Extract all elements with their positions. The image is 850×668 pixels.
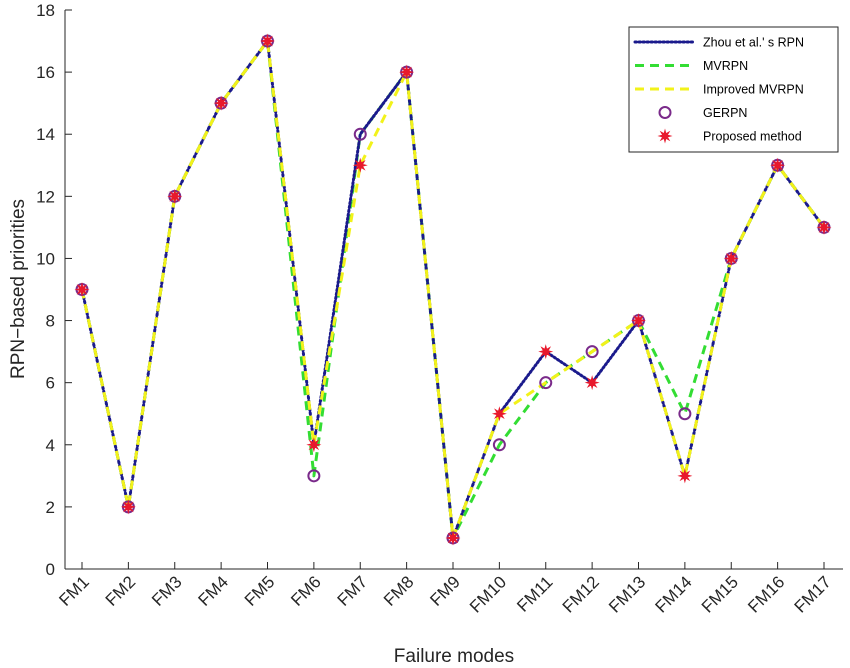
x-tick-label: FM17 bbox=[791, 572, 835, 616]
x-tick-label: FM10 bbox=[466, 572, 510, 616]
x-tick-label: FM14 bbox=[652, 572, 696, 616]
y-tick-label: 16 bbox=[36, 63, 55, 82]
x-tick-label: FM12 bbox=[559, 572, 603, 616]
x-tick-label: FM3 bbox=[148, 572, 185, 609]
series-line-improved-mvrpn bbox=[80, 39, 826, 540]
legend-entry-label: Zhou et al.' s RPN bbox=[703, 36, 804, 50]
x-axis-label: Failure modes bbox=[394, 646, 514, 667]
proposed-method-marker bbox=[120, 499, 136, 515]
y-tick-label: 12 bbox=[36, 187, 55, 206]
x-tick-label: FM15 bbox=[698, 572, 742, 616]
proposed-method-marker bbox=[259, 33, 276, 49]
gerpn-marker bbox=[539, 376, 553, 390]
proposed-method-marker bbox=[538, 344, 554, 360]
y-tick-label: 0 bbox=[46, 560, 55, 579]
y-tick-label: 4 bbox=[46, 436, 55, 455]
x-tick-label: FM7 bbox=[334, 572, 371, 609]
x-tick-label: FM16 bbox=[744, 572, 788, 616]
legend-entry-label: Improved MVRPN bbox=[703, 83, 804, 97]
proposed-method-marker bbox=[491, 406, 507, 422]
legend-box bbox=[628, 26, 839, 153]
y-tick-label: 2 bbox=[46, 498, 55, 517]
legend-entry-label: MVRPN bbox=[703, 59, 748, 73]
legend-swatch bbox=[657, 128, 673, 144]
y-tick-label: 14 bbox=[36, 125, 55, 144]
y-tick-label: 10 bbox=[36, 249, 55, 268]
proposed-method-marker bbox=[770, 157, 786, 173]
proposed-method-marker bbox=[677, 468, 693, 484]
legend-entry-label: GERPN bbox=[703, 106, 747, 120]
gerpn-marker bbox=[492, 438, 506, 452]
y-tick-label: 6 bbox=[46, 374, 55, 393]
x-tick-label: FM5 bbox=[241, 572, 278, 609]
x-tick-label: FM13 bbox=[605, 572, 649, 616]
legend-swatch bbox=[658, 106, 672, 119]
x-tick-label: FM6 bbox=[287, 572, 324, 609]
proposed-method-marker bbox=[399, 64, 415, 80]
y-tick-label: 8 bbox=[46, 312, 55, 331]
proposed-method-marker bbox=[306, 437, 322, 453]
x-tick-label: FM11 bbox=[513, 572, 556, 615]
x-tick-label: FM9 bbox=[426, 572, 463, 609]
proposed-method-marker bbox=[352, 157, 368, 173]
gerpn-marker bbox=[678, 407, 692, 421]
proposed-method-marker bbox=[584, 375, 600, 391]
proposed-method-marker bbox=[74, 281, 90, 298]
gerpn-marker bbox=[353, 127, 367, 141]
x-tick-label: FM1 bbox=[55, 572, 92, 609]
x-tick-label: FM4 bbox=[194, 572, 231, 609]
gerpn-marker bbox=[585, 345, 599, 359]
proposed-method-marker bbox=[723, 250, 739, 266]
legend-entry-label: Proposed method bbox=[703, 130, 802, 144]
gerpn-marker bbox=[307, 469, 321, 483]
x-tick-label: FM8 bbox=[380, 572, 417, 609]
proposed-method-marker bbox=[630, 313, 647, 329]
proposed-method-marker bbox=[445, 530, 461, 546]
proposed-method-marker bbox=[213, 95, 229, 111]
proposed-method-marker bbox=[816, 219, 832, 235]
y-tick-label: 18 bbox=[36, 1, 55, 20]
y-axis-label: RPN−based priorities bbox=[8, 199, 29, 379]
marker-layer bbox=[74, 33, 832, 546]
legend: Zhou et al.' s RPN MVRPN Improved MVRPN GER… bbox=[628, 26, 839, 153]
proposed-method-marker bbox=[167, 188, 183, 204]
x-tick-label: FM2 bbox=[102, 572, 139, 609]
